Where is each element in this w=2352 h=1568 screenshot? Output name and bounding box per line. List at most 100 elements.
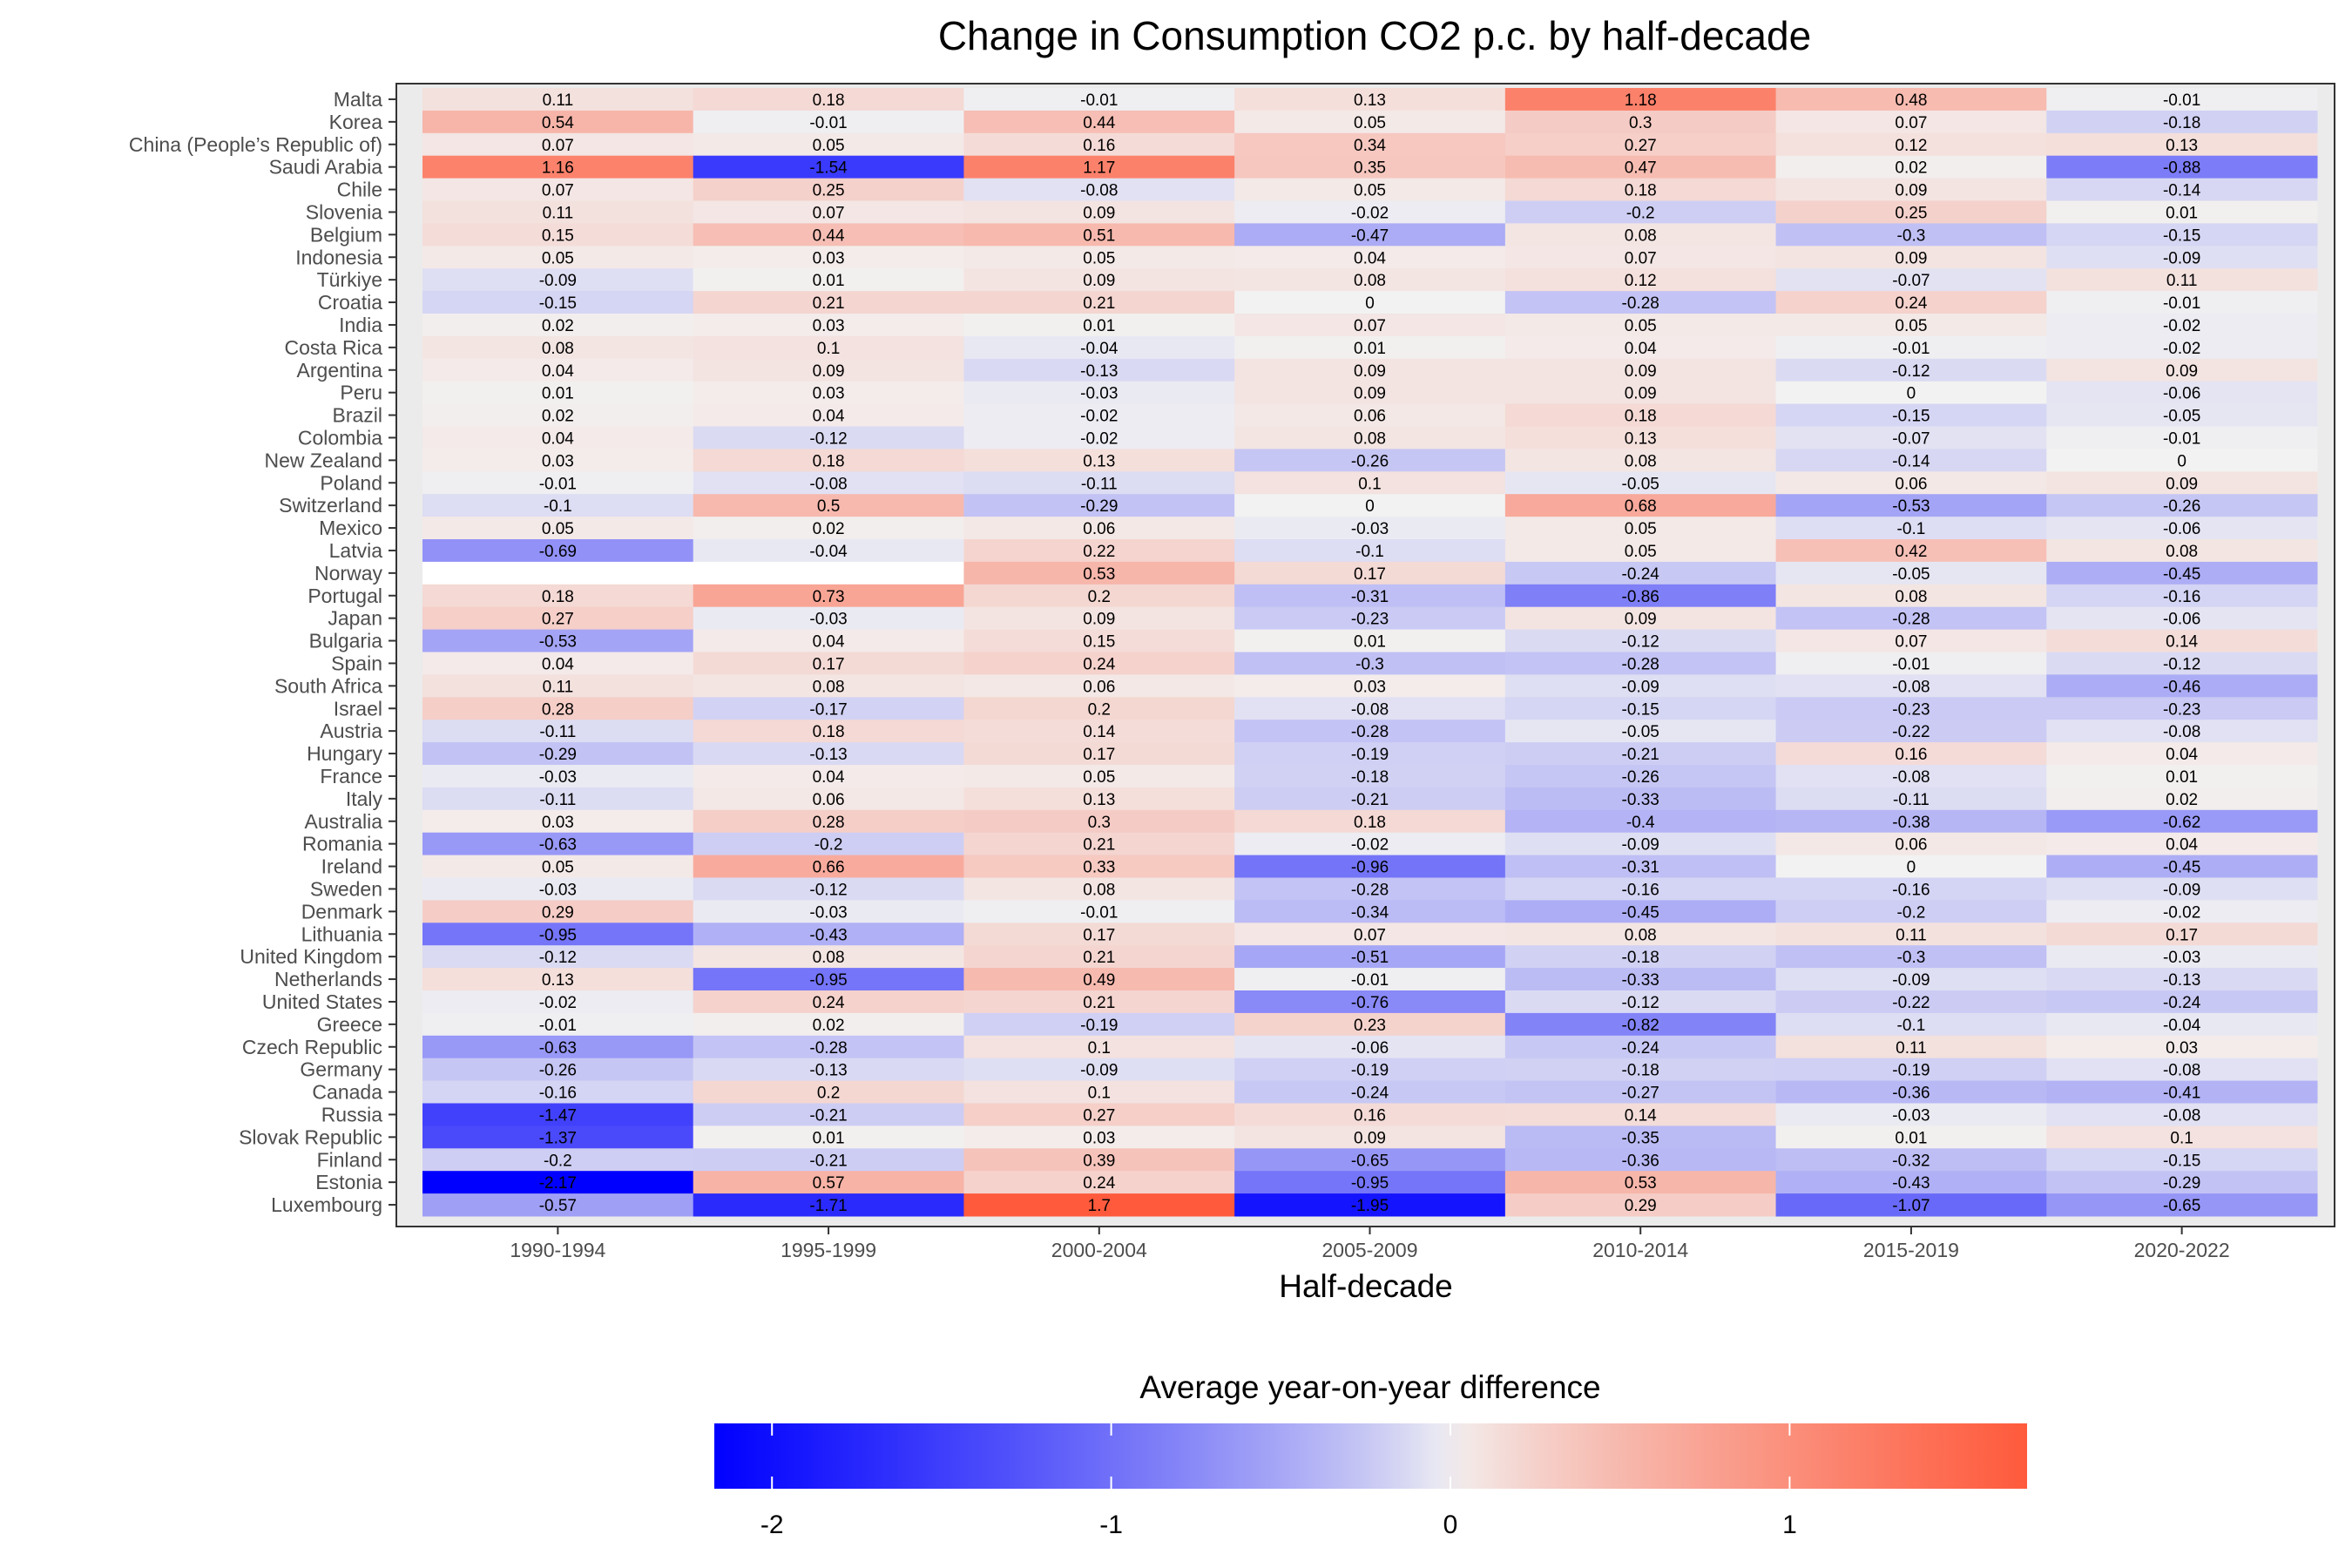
heatmap-cell xyxy=(963,855,1235,878)
y-tick-label: Germany xyxy=(300,1058,382,1081)
heatmap-cell xyxy=(2046,223,2318,247)
heatmap-cell xyxy=(2046,335,2318,360)
heatmap-cell xyxy=(422,517,694,540)
heatmap-cell xyxy=(422,584,694,608)
x-tick-label: 2000-2004 xyxy=(1051,1239,1147,1261)
cell-value-label: 0.03 xyxy=(1083,1129,1115,1147)
cell-value-label: -0.08 xyxy=(1080,182,1118,200)
y-tick-label: Russia xyxy=(321,1103,383,1125)
cell-value-label: -0.01 xyxy=(2163,91,2200,110)
cell-value-label: -0.08 xyxy=(2163,723,2200,741)
heatmap-cell xyxy=(693,539,964,563)
cell-value-label: -0.21 xyxy=(809,1152,847,1170)
heatmap-cell xyxy=(1234,968,1506,991)
heatmap-cell xyxy=(2046,877,2318,901)
heatmap-cell xyxy=(963,1058,1235,1082)
cell-value-label: 0 xyxy=(1907,859,1916,877)
heatmap-cell xyxy=(2046,381,2318,405)
cell-value-label: 0 xyxy=(1907,385,1916,403)
y-tick-label: Estonia xyxy=(315,1171,382,1193)
heatmap-cell-labels: 0.11 0.18 -0.01 0.13 1.18 0.48 -0.01 0.54 -0.01 0… xyxy=(539,91,2201,1215)
cell-value-label: -0.03 xyxy=(809,611,847,629)
heatmap-cell xyxy=(1775,584,2047,608)
cell-value-label: 0.06 xyxy=(1083,678,1115,696)
heatmap-cell xyxy=(1775,132,2047,157)
cell-value-label: 0.01 xyxy=(2166,204,2198,222)
heatmap-cell xyxy=(693,674,964,698)
heatmap-cell xyxy=(693,1080,964,1104)
heatmap-cell xyxy=(963,426,1235,449)
cell-value-label: -0.24 xyxy=(2163,994,2201,1012)
heatmap-cell xyxy=(1775,1193,2047,1217)
cell-value-label: 0.47 xyxy=(1625,159,1657,178)
y-tick-label: Japan xyxy=(328,607,382,630)
heatmap-cell xyxy=(693,314,964,337)
cell-value-label: 0.17 xyxy=(813,655,845,673)
heatmap-cell xyxy=(1234,629,1506,652)
heatmap-cell xyxy=(1234,832,1506,856)
heatmap-cell xyxy=(422,652,694,675)
heatmap-cell xyxy=(1234,923,1506,946)
heatmap-cell xyxy=(693,200,964,224)
y-tick-label: Netherlands xyxy=(274,968,382,990)
heatmap-cell xyxy=(2046,1012,2318,1037)
heatmap-cell xyxy=(422,900,694,923)
cell-value-label: 0 xyxy=(1365,497,1375,516)
heatmap-cell xyxy=(1775,697,2047,720)
cell-value-label: -0.1 xyxy=(1897,1017,1926,1035)
heatmap-cell xyxy=(963,720,1235,743)
cell-value-label: -1.95 xyxy=(1351,1197,1389,1215)
cell-value-label: -0.95 xyxy=(809,971,847,990)
cell-value-label: 0.14 xyxy=(1083,723,1115,741)
heatmap-cell xyxy=(963,110,1235,134)
heatmap-cell xyxy=(1504,832,1777,856)
cell-value-label: -0.28 xyxy=(1351,881,1389,899)
cell-value-label: 0.15 xyxy=(1083,633,1115,652)
cell-value-label: -0.69 xyxy=(539,543,577,561)
heatmap-cell xyxy=(2046,629,2318,652)
cell-value-label: -0.19 xyxy=(1351,1062,1389,1080)
cell-value-label: 0.16 xyxy=(1083,137,1115,155)
heatmap-cell xyxy=(1234,990,1506,1014)
heatmap-cell xyxy=(1775,88,2047,112)
heatmap-cell xyxy=(963,449,1235,472)
cell-value-label: 0.07 xyxy=(542,137,574,155)
cell-value-label: -0.29 xyxy=(1080,497,1118,516)
heatmap-cell-missing xyxy=(422,561,694,585)
cell-value-label: 0.13 xyxy=(1083,791,1115,809)
cell-value-label: -0.29 xyxy=(2163,1174,2200,1193)
y-tick-label: Spain xyxy=(331,652,382,674)
heatmap-cell xyxy=(963,990,1235,1014)
cell-value-label: -0.36 xyxy=(1622,1152,1659,1170)
cell-value-label: 0.5 xyxy=(817,497,840,516)
cell-value-label: 0.54 xyxy=(542,114,574,132)
cell-value-label: -0.02 xyxy=(2163,317,2200,335)
cell-value-label: -0.16 xyxy=(1892,881,1930,899)
heatmap-cell xyxy=(1504,629,1777,652)
cell-value-label: -0.21 xyxy=(1622,746,1659,764)
heatmap-cell xyxy=(1775,652,2047,675)
cell-value-label: 0.06 xyxy=(1895,836,1927,855)
heatmap-cell xyxy=(1504,674,1777,698)
cell-value-label: 0.12 xyxy=(1895,137,1927,155)
y-tick-label: Italy xyxy=(346,787,383,810)
heatmap-cell xyxy=(963,629,1235,652)
cell-value-label: -0.41 xyxy=(2163,1085,2200,1103)
heatmap-cell xyxy=(1775,968,2047,991)
x-axis: 1990-1994 1995-1999 2000-2004 2005-2009 2010… xyxy=(510,1227,2230,1261)
cell-value-label: -0.09 xyxy=(1892,971,1930,990)
y-tick-label: Switzerland xyxy=(279,494,382,517)
heatmap-cell xyxy=(963,606,1235,631)
y-tick-label: Malta xyxy=(334,88,382,111)
cell-value-label: 0.06 xyxy=(1895,475,1927,493)
heatmap-cell xyxy=(1504,877,1777,901)
heatmap-cell xyxy=(1234,765,1506,788)
heatmap-cell xyxy=(963,584,1235,608)
heatmap-cell xyxy=(1234,268,1506,292)
heatmap-cell xyxy=(1504,1171,1777,1194)
cell-value-label: 0.05 xyxy=(1354,114,1386,132)
heatmap-cell xyxy=(422,268,694,292)
heatmap-cell xyxy=(2046,855,2318,878)
cell-value-label: 0.03 xyxy=(542,452,574,470)
